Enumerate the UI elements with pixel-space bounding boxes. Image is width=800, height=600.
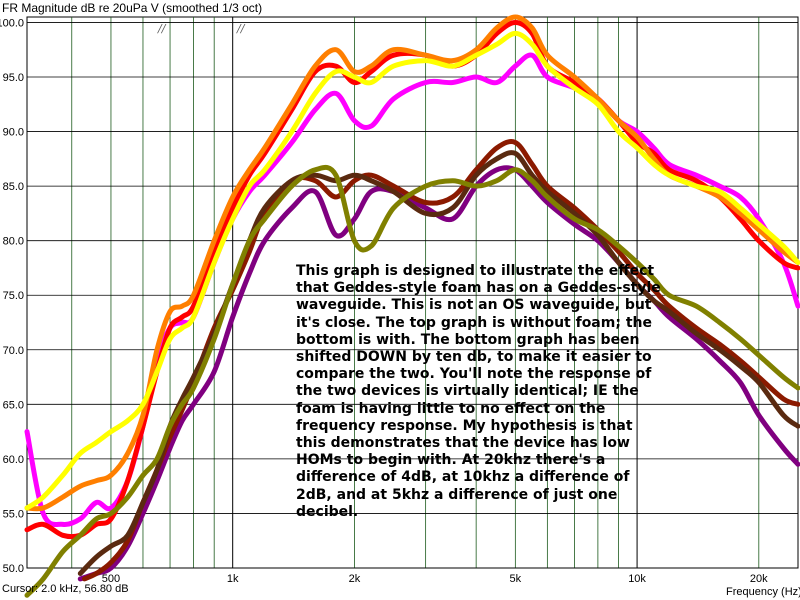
series-group xyxy=(24,14,800,598)
y-tick-label: 100.0 xyxy=(0,17,24,29)
y-tick-labels: 50.0 55.0 60.0 65.0 70.0 75.0 80.0 85.0 90.0 95.0… xyxy=(0,17,24,575)
x-tick-label: 10k xyxy=(628,573,646,585)
y-tick-label: 95.0 xyxy=(3,72,24,84)
x-axis-label: Frequency (Hz) xyxy=(726,586,800,598)
series-line-3 xyxy=(24,14,800,512)
y-tick-label: 80.0 xyxy=(3,236,24,248)
chart-title: FR Magnitude dB re 20uPa V (smoothed 1/3… xyxy=(2,1,263,15)
y-tick-label: 70.0 xyxy=(3,345,24,357)
y-tick-label: 85.0 xyxy=(3,181,24,193)
x-tick-label: 1k xyxy=(227,573,239,585)
marker-glyph: // xyxy=(237,22,245,35)
x-tick-label: 500 xyxy=(102,573,120,585)
x-tick-label: 20k xyxy=(750,573,768,585)
series-line-2 xyxy=(24,20,800,540)
series-line-8 xyxy=(24,164,800,598)
marker-glyph: // xyxy=(158,22,166,35)
y-tick-label: 55.0 xyxy=(3,508,24,520)
y-tick-label: 60.0 xyxy=(3,454,24,466)
annotation-text: This graph is designed to illustrate the… xyxy=(296,263,661,520)
cursor-readout: Cursor: 2.0 kHz, 56.80 dB xyxy=(2,583,129,595)
series-line-5 xyxy=(77,165,800,582)
grid xyxy=(27,17,798,569)
y-tick-label: 65.0 xyxy=(3,399,24,411)
y-tick-label: 75.0 xyxy=(3,290,24,302)
series-line-4 xyxy=(24,30,800,511)
x-tick-label: 2k xyxy=(349,573,361,585)
x-tick-labels: 500 1k 2k 5k 10k 20k xyxy=(102,573,768,585)
y-tick-label: 90.0 xyxy=(3,127,24,139)
y-tick-label: 50.0 xyxy=(3,563,24,575)
x-tick-label: 5k xyxy=(510,573,522,585)
